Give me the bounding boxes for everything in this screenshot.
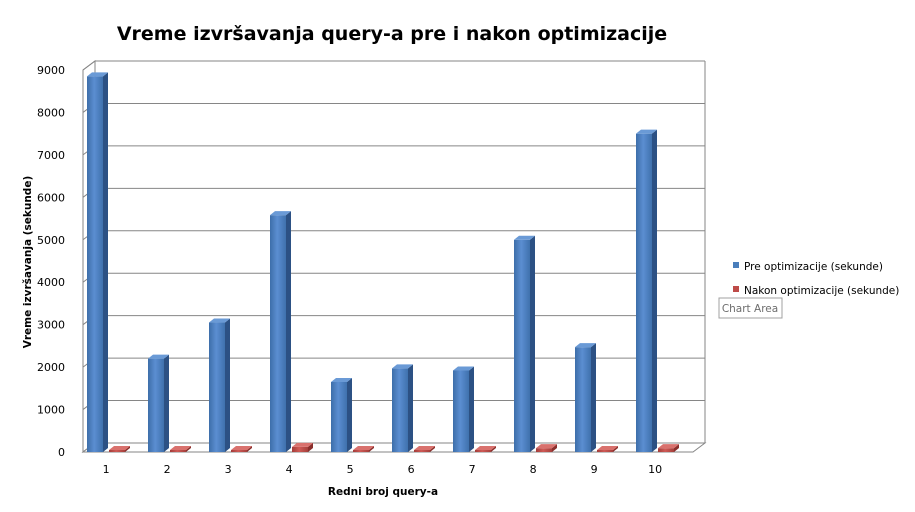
bar	[353, 446, 374, 452]
bar	[292, 442, 313, 452]
x-tick-label: 8	[530, 463, 537, 476]
bar	[109, 446, 130, 452]
gridline	[82, 272, 705, 283]
legend-swatch	[733, 286, 739, 292]
bar	[475, 446, 496, 452]
bar	[597, 446, 618, 452]
x-tick-label: 4	[286, 463, 293, 476]
x-tick-label: 9	[591, 463, 598, 476]
gridline	[82, 230, 705, 241]
x-tick-label: 1	[103, 463, 110, 476]
bar	[658, 444, 679, 452]
y-axis-title: Vreme izvršavanja (sekunde)	[22, 176, 34, 349]
legend-swatch	[733, 262, 739, 268]
bar	[209, 318, 230, 452]
y-tick-label: 3000	[37, 319, 65, 332]
y-tick-label: 8000	[37, 106, 65, 119]
tooltip-box	[718, 297, 783, 319]
gridline	[82, 102, 705, 113]
legend-item: Pre optimizacije (sekunde)	[733, 261, 883, 273]
bar	[231, 446, 252, 452]
gridline	[82, 187, 705, 198]
bar	[331, 377, 352, 452]
x-axis-ticks: 1 2 3 4 5 6 7 8 9 10	[103, 463, 662, 476]
tooltip-label: Chart Area	[722, 303, 778, 315]
bar	[170, 446, 191, 452]
x-tick-label: 10	[648, 463, 662, 476]
bar	[514, 235, 535, 452]
bar	[453, 366, 474, 452]
chart-area-tooltip: Chart Area	[718, 297, 783, 319]
legend-item: Nakon optimizacije (sekunde)	[733, 285, 899, 297]
bar	[414, 446, 435, 452]
y-tick-label: 2000	[37, 361, 65, 374]
gridline	[82, 357, 705, 368]
bar	[148, 354, 169, 452]
gridline	[82, 60, 705, 71]
y-tick-label: 4000	[37, 276, 65, 289]
gridline	[82, 145, 705, 156]
gridline	[82, 315, 705, 326]
bar	[270, 211, 291, 452]
chart-title: Vreme izvršavanja query-a pre i nakon op…	[117, 23, 667, 45]
x-axis-title: Redni broj query-a	[328, 486, 438, 498]
bar	[575, 343, 596, 452]
y-tick-label: 7000	[37, 149, 65, 162]
y-tick-label: 1000	[37, 404, 65, 417]
x-tick-label: 6	[408, 463, 415, 476]
y-axis-ticks: 0 1000 2000 3000 4000 5000 6000 7000 8000 9000	[37, 64, 65, 459]
y-tick-label: 9000	[37, 64, 65, 77]
legend: Pre optimizacije (sekunde) Nakon optimiz…	[733, 261, 899, 297]
y-tick-label: 5000	[37, 234, 65, 247]
y-tick-label: 0	[58, 446, 65, 459]
bars	[87, 72, 679, 452]
legend-label: Nakon optimizacije (sekunde)	[744, 285, 899, 297]
y-tick-label: 6000	[37, 191, 65, 204]
bar	[392, 364, 413, 452]
bar	[636, 129, 657, 452]
bar	[536, 444, 557, 452]
x-tick-label: 3	[225, 463, 232, 476]
x-tick-label: 5	[347, 463, 354, 476]
x-tick-label: 7	[469, 463, 476, 476]
legend-label: Pre optimizacije (sekunde)	[744, 261, 883, 273]
bar	[87, 72, 108, 452]
x-tick-label: 2	[164, 463, 171, 476]
